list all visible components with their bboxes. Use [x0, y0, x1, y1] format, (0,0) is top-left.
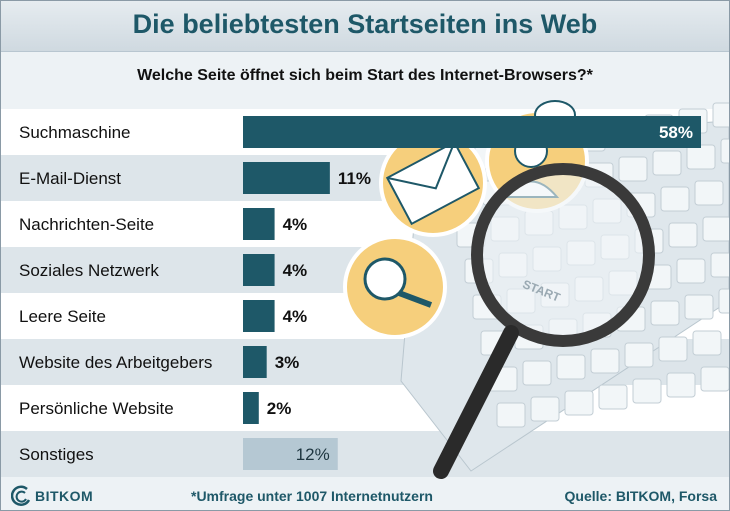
category-label: E-Mail-Dienst: [19, 169, 121, 188]
keyboard-key: [694, 180, 724, 206]
bitkom-logo: BITKOM: [11, 485, 93, 507]
row-stripe: [1, 431, 729, 477]
bar: [243, 162, 330, 194]
keyboard-key: [564, 390, 594, 416]
category-label: Sonstiges: [19, 445, 94, 464]
keyboard-key: [632, 378, 662, 404]
keyboard-key: [556, 354, 586, 380]
bar: [243, 208, 275, 240]
value-label: 2%: [267, 399, 292, 418]
keyboard-key: [700, 366, 729, 392]
category-label: Nachrichten-Seite: [19, 215, 154, 234]
keyboard-key: [668, 222, 698, 248]
bar: [243, 392, 259, 424]
category-label: Soziales Netzwerk: [19, 261, 159, 280]
value-label: 3%: [275, 353, 300, 372]
keyboard-key: [652, 150, 682, 176]
source-note: Quelle: BITKOM, Forsa: [564, 488, 717, 504]
keyboard-key: [590, 348, 620, 374]
magnifying-glass-illustration: START: [433, 163, 655, 479]
keyboard-key: [624, 342, 654, 368]
chart-title: Die beliebtesten Startseiten ins Web: [132, 9, 598, 39]
keyboard-key: [692, 330, 722, 356]
category-label: Persönliche Website: [19, 399, 174, 418]
value-label: 11%: [338, 169, 371, 188]
keyboard-key: [702, 216, 729, 242]
keyboard-key: [650, 300, 680, 326]
envelope-icon: [379, 129, 487, 237]
keyboard-key: [666, 372, 696, 398]
value-label: 58%: [659, 123, 693, 142]
keyboard-key: [598, 384, 628, 410]
value-label: 4%: [283, 261, 308, 280]
bar: [243, 438, 338, 470]
title-bar: Die beliebtesten Startseiten ins Web: [1, 1, 729, 52]
keyboard-key: [522, 360, 552, 386]
keyboard-key: [660, 186, 690, 212]
keyboard-key: [712, 102, 729, 128]
category-label: Leere Seite: [19, 307, 106, 326]
keyboard-key: [676, 258, 706, 284]
keyboard-key: [718, 288, 729, 314]
value-label: 4%: [283, 215, 308, 234]
chart-subtitle: Welche Seite öffnet sich beim Start des …: [137, 67, 593, 84]
keyboard-key: [658, 336, 688, 362]
keyboard-key: [496, 402, 526, 428]
keyboard-key: [530, 396, 560, 422]
keyboard-key: [686, 144, 716, 170]
keyboard-key: [618, 156, 648, 182]
keyboard-key: [684, 294, 714, 320]
category-label: Website des Arbeitgebers: [19, 353, 212, 372]
value-label: 4%: [283, 307, 308, 326]
bitkom-logo-icon: [11, 485, 31, 507]
bar: [243, 300, 275, 332]
bar: [243, 254, 275, 286]
bitkom-logo-text: BITKOM: [35, 488, 94, 504]
value-label: 12%: [296, 445, 330, 464]
magnifier-icon: [343, 235, 447, 339]
bar: [243, 116, 701, 148]
category-label: Suchmaschine: [19, 123, 131, 142]
keyboard-key: [710, 252, 729, 278]
footnote: *Umfrage unter 1007 Internetnutzern: [191, 488, 433, 504]
bar: [243, 346, 267, 378]
keyboard-key: [720, 138, 729, 164]
